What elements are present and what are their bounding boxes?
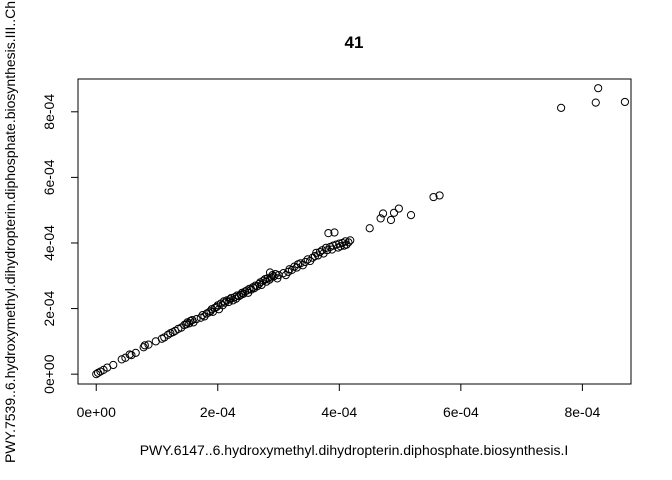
chart-title: 41	[345, 33, 364, 52]
x-tick-label: 0e+00	[77, 404, 117, 420]
y-tick-label: 8e-04	[41, 94, 57, 130]
data-point	[327, 245, 337, 254]
data-point	[131, 348, 140, 357]
y-axis: 0e+00 2e-04 4e-04 6e-04 8e-04	[41, 94, 79, 394]
data-point	[140, 341, 149, 350]
x-axis: 0e+00 2e-04 4e-04 6e-04 8e-04	[77, 383, 600, 420]
data-point	[376, 214, 385, 223]
data-point	[394, 204, 403, 213]
data-point	[591, 98, 600, 107]
data-point	[303, 255, 312, 264]
data-point	[248, 283, 258, 292]
data-point	[406, 211, 416, 220]
y-tick-label: 2e-04	[41, 290, 57, 326]
x-tick-label: 2e-04	[200, 404, 236, 420]
data-point	[144, 340, 153, 349]
data-point	[279, 269, 288, 278]
data-point	[296, 259, 305, 268]
y-tick-label: 0e+00	[41, 354, 57, 394]
data-point	[315, 248, 324, 257]
data-point	[594, 84, 603, 93]
x-axis-title: PWY.6147..6.hydroxymethyl.dihydropterin.…	[140, 442, 569, 458]
y-axis-title: PWY.7539..6.hydroxymethyl.dihydropterin.…	[2, 1, 18, 463]
data-point	[127, 351, 136, 360]
data-point	[557, 103, 566, 112]
data-point	[389, 208, 399, 217]
data-point	[344, 238, 353, 247]
y-tick-label: 4e-04	[41, 225, 57, 261]
data-point	[365, 224, 374, 233]
data-point	[92, 370, 101, 379]
y-tick-label: 6e-04	[41, 159, 57, 195]
x-tick-label: 8e-04	[564, 404, 600, 420]
data-point	[218, 301, 227, 310]
data-point	[346, 236, 355, 245]
data-point	[330, 228, 339, 237]
data-point	[139, 343, 148, 352]
data-point	[435, 191, 444, 200]
x-tick-label: 4e-04	[321, 404, 357, 420]
x-tick-label: 6e-04	[443, 404, 479, 420]
data-point	[301, 257, 310, 267]
data-point	[620, 97, 630, 107]
data-point	[386, 215, 396, 225]
data-point	[429, 192, 438, 202]
data-point	[109, 360, 118, 370]
data-point	[163, 330, 173, 339]
data-point	[378, 209, 388, 218]
data-point	[324, 229, 333, 238]
data-points	[92, 84, 630, 379]
data-point	[196, 313, 205, 322]
data-point	[117, 355, 126, 364]
data-point	[192, 314, 201, 324]
